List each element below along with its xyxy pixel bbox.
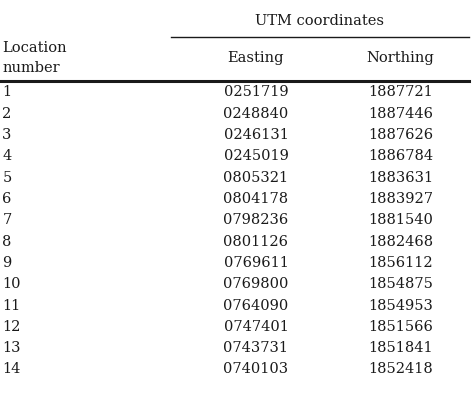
Text: 1887446: 1887446	[368, 107, 433, 120]
Text: 1882468: 1882468	[368, 234, 433, 248]
Text: 9: 9	[2, 255, 12, 269]
Text: 1881540: 1881540	[368, 213, 433, 227]
Text: 0764090: 0764090	[223, 298, 289, 312]
Text: 0245019: 0245019	[224, 149, 288, 163]
Text: 1851566: 1851566	[368, 319, 433, 333]
Text: Northing: Northing	[367, 51, 434, 65]
Text: 1887626: 1887626	[368, 128, 433, 142]
Text: 0801126: 0801126	[223, 234, 289, 248]
Text: 14: 14	[2, 362, 21, 375]
Text: 11: 11	[2, 298, 21, 312]
Text: 0798236: 0798236	[223, 213, 289, 227]
Text: 0804178: 0804178	[223, 192, 289, 205]
Text: 1851841: 1851841	[368, 340, 433, 354]
Text: Location: Location	[2, 41, 67, 55]
Text: 1886784: 1886784	[368, 149, 433, 163]
Text: 0769800: 0769800	[223, 277, 289, 290]
Text: 0805321: 0805321	[223, 170, 289, 184]
Text: 0251719: 0251719	[224, 85, 288, 99]
Text: 1887721: 1887721	[368, 85, 433, 99]
Text: 13: 13	[2, 340, 21, 354]
Text: UTM coordinates: UTM coordinates	[255, 14, 384, 28]
Text: 0769611: 0769611	[224, 255, 288, 269]
Text: 7: 7	[2, 213, 12, 227]
Text: 0246131: 0246131	[224, 128, 288, 142]
Text: 1852418: 1852418	[368, 362, 433, 375]
Text: 2: 2	[2, 107, 12, 120]
Text: number: number	[2, 61, 60, 75]
Text: 1856112: 1856112	[368, 255, 433, 269]
Text: 0747401: 0747401	[224, 319, 288, 333]
Text: 5: 5	[2, 170, 12, 184]
Text: 8: 8	[2, 234, 12, 248]
Text: 3: 3	[2, 128, 12, 142]
Text: 12: 12	[2, 319, 21, 333]
Text: 1854875: 1854875	[368, 277, 433, 290]
Text: 1883631: 1883631	[368, 170, 433, 184]
Text: 6: 6	[2, 192, 12, 205]
Text: 0740103: 0740103	[223, 362, 289, 375]
Text: Easting: Easting	[228, 51, 284, 65]
Text: 1883927: 1883927	[368, 192, 433, 205]
Text: 10: 10	[2, 277, 21, 290]
Text: 1: 1	[2, 85, 11, 99]
Text: 0743731: 0743731	[223, 340, 289, 354]
Text: 0248840: 0248840	[223, 107, 289, 120]
Text: 4: 4	[2, 149, 12, 163]
Text: 1854953: 1854953	[368, 298, 433, 312]
